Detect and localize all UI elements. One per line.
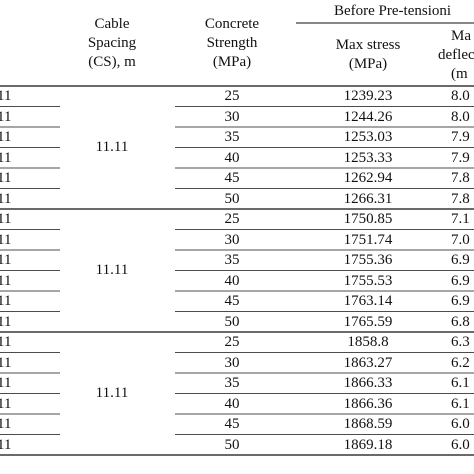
row-deflection-cell: 7.0 xyxy=(451,231,470,248)
row-strength-cell: 45 xyxy=(224,170,240,186)
row-deflection-cell: 7.8 xyxy=(451,170,470,186)
row-left-cell: 11 xyxy=(0,375,12,391)
row-stress-cell: 1763.14 xyxy=(343,293,393,309)
row-deflection-cell: 6.9 xyxy=(451,293,470,309)
row-left-cell: 11 xyxy=(0,129,12,145)
row-left-cell: 11 xyxy=(0,170,12,186)
row-left-cell: 11 xyxy=(0,108,12,125)
row-strength-cell: 35 xyxy=(224,129,240,145)
row-deflection-cell: 6.1 xyxy=(451,375,470,391)
row-stress-cell: 1253.03 xyxy=(343,129,393,145)
row-strength-cell: 25 xyxy=(224,334,240,350)
row-stress-cell: 1755.36 xyxy=(343,252,393,268)
row-deflection-cell: 6.0 xyxy=(451,436,470,453)
header-concrete-strength-line1: Concrete xyxy=(204,16,260,32)
row-deflection-cell: 7.9 xyxy=(451,149,470,166)
row-strength-cell: 35 xyxy=(224,252,240,268)
row-strength-cell: 30 xyxy=(224,354,240,371)
row-left-cell: 11 xyxy=(0,354,12,371)
row-stress-cell: 1239.23 xyxy=(343,88,393,104)
row-deflection-cell: 7.8 xyxy=(451,190,470,207)
header-max-stress-line1: Max stress xyxy=(335,37,401,53)
row-strength-cell: 50 xyxy=(224,313,240,330)
row-stress-cell: 1863.27 xyxy=(343,354,393,371)
group-cable-spacing-cell: 11.11 xyxy=(95,138,129,155)
row-deflection-cell: 6.9 xyxy=(451,272,470,289)
row-left-cell: 11 xyxy=(0,231,12,248)
header-concrete-strength-line2: Strength xyxy=(206,35,258,51)
header-cable-spacing: Cable Spacing (CS), m xyxy=(88,15,136,72)
row-left-cell: 11 xyxy=(0,395,12,412)
row-strength-cell: 25 xyxy=(224,88,240,104)
row-stress-cell: 1866.36 xyxy=(343,395,393,412)
group-cable-spacing-cell: 11.11 xyxy=(95,261,129,278)
row-strength-cell: 25 xyxy=(224,211,240,227)
row-strength-cell: 50 xyxy=(224,436,240,453)
row-stress-cell: 1755.53 xyxy=(343,272,393,289)
row-left-cell: 11 xyxy=(0,190,12,207)
row-left-cell: 11 xyxy=(0,88,12,104)
row-deflection-cell: 7.9 xyxy=(451,129,470,145)
header-cable-spacing-line1: Cable xyxy=(94,16,130,32)
row-stress-cell: 1751.74 xyxy=(343,231,393,248)
row-strength-cell: 40 xyxy=(224,272,240,289)
row-strength-cell: 40 xyxy=(224,395,240,412)
row-deflection-cell: 6.0 xyxy=(451,416,470,432)
header-before-pretensioning: Before Pre-tensioni xyxy=(334,3,452,19)
header-max-deflection-line3: (m xyxy=(451,66,468,82)
row-strength-cell: 30 xyxy=(224,231,240,248)
header-concrete-strength: Concrete Strength (MPa) xyxy=(205,15,259,72)
row-stress-cell: 1750.85 xyxy=(343,211,393,227)
row-stress-cell: 1868.59 xyxy=(343,416,393,432)
row-left-cell: 11 xyxy=(0,436,12,453)
header-max-deflection: Ma deflec (m xyxy=(438,27,474,84)
row-stress-cell: 1866.33 xyxy=(343,375,393,391)
row-left-cell: 11 xyxy=(0,272,12,289)
row-strength-cell: 45 xyxy=(224,293,240,309)
row-deflection-cell: 6.1 xyxy=(451,395,470,412)
row-deflection-cell: 8.0 xyxy=(451,108,470,125)
row-stress-cell: 1869.18 xyxy=(343,436,393,453)
row-deflection-cell: 6.3 xyxy=(451,334,470,350)
row-deflection-cell: 7.1 xyxy=(451,211,470,227)
header-max-stress: Max stress (MPa) xyxy=(336,36,401,74)
row-deflection-cell: 6.2 xyxy=(451,354,470,371)
row-strength-cell: 45 xyxy=(224,416,240,432)
row-stress-cell: 1266.31 xyxy=(343,190,393,207)
row-left-cell: 11 xyxy=(0,211,12,227)
header-max-deflection-line1: Ma xyxy=(451,28,471,44)
header-cable-spacing-line2: Spacing xyxy=(87,35,137,51)
row-strength-cell: 50 xyxy=(224,190,240,207)
row-left-cell: 11 xyxy=(0,149,12,166)
row-left-cell: 11 xyxy=(0,313,12,330)
header-max-stress-line2: (MPa) xyxy=(348,56,388,72)
row-stress-cell: 1244.26 xyxy=(343,108,393,125)
header-max-deflection-line2: deflec xyxy=(438,47,474,63)
header-concrete-strength-line3: (MPa) xyxy=(212,54,252,70)
row-stress-cell: 1765.59 xyxy=(343,313,393,330)
header-cable-spacing-line3: (CS), m xyxy=(88,54,136,70)
row-stress-cell: 1858.8 xyxy=(347,334,389,350)
row-left-cell: 11 xyxy=(0,416,12,432)
row-stress-cell: 1253.33 xyxy=(343,149,393,166)
row-strength-cell: 40 xyxy=(224,149,240,166)
group-cable-spacing-cell: 11.11 xyxy=(95,384,129,401)
row-deflection-cell: 6.8 xyxy=(451,313,470,330)
row-deflection-cell: 8.0 xyxy=(451,88,470,104)
row-deflection-cell: 6.9 xyxy=(451,252,470,268)
row-strength-cell: 35 xyxy=(224,375,240,391)
row-left-cell: 11 xyxy=(0,334,12,350)
row-strength-cell: 30 xyxy=(224,108,240,125)
row-left-cell: 11 xyxy=(0,293,12,309)
row-left-cell: 11 xyxy=(0,252,12,268)
row-stress-cell: 1262.94 xyxy=(343,170,393,186)
